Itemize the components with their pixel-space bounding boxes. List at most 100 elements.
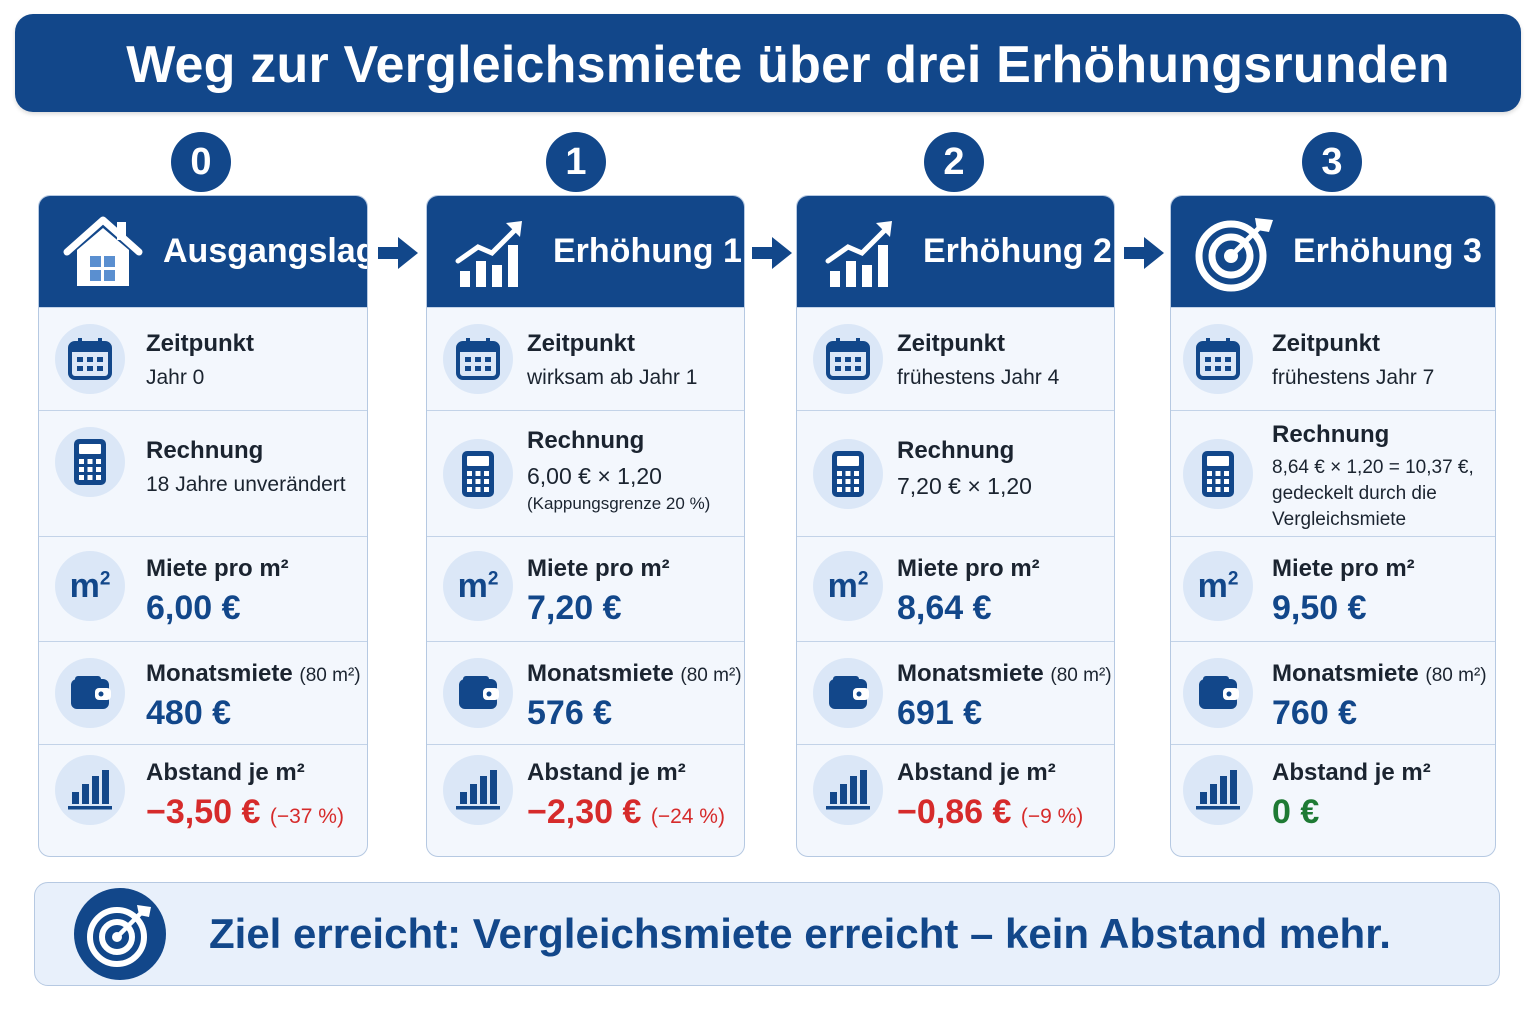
calendar-icon [443, 324, 513, 394]
row-zeitpunkt: Zeitpunkt Jahr 0 [39, 307, 367, 410]
row-label: Rechnung [527, 427, 645, 454]
calendar-icon [813, 324, 883, 394]
bar-chart-icon [813, 755, 883, 825]
row-abstand: Abstand je m² 0 € [1171, 744, 1495, 856]
stage-title: Erhöhung 3 [1293, 232, 1482, 270]
row-monatsmiete: Monatsmiete (80 m²) 691 € [797, 641, 1114, 744]
row-label: Zeitpunkt [527, 330, 635, 357]
row-label: Rechnung [897, 437, 1015, 464]
row-miete: m2 Miete pro m² 8,64 € [797, 536, 1114, 641]
monthly-rent-value: 576 € [527, 694, 613, 732]
card-header: Erhöhung 1 [427, 196, 744, 307]
distance-value: −0,86 € (−9 %) [897, 793, 1084, 831]
rent-per-m2-value: 9,50 € [1272, 589, 1367, 627]
row-rechnung: Rechnung 8,64 € × 1,20 = 10,37 €, gedeck… [1171, 410, 1495, 536]
stage-number-3: 3 [1302, 132, 1362, 192]
distance-value: −3,50 € (−37 %) [146, 793, 344, 831]
row-label: Miete pro m² [897, 555, 1040, 582]
row-miete: m2 Miete pro m² 7,20 € [427, 536, 744, 641]
card-header: Erhöhung 3 [1171, 196, 1495, 307]
row-miete: m2 Miete pro m² 6,00 € [39, 536, 367, 641]
row-label: Zeitpunkt [1272, 330, 1380, 357]
calendar-icon [55, 324, 125, 394]
stage-number-0: 0 [171, 132, 231, 192]
row-label: Miete pro m² [146, 555, 289, 582]
card-header: Ausgangslage [39, 196, 367, 307]
row-value: 8,64 € × 1,20 = 10,37 €, gedeckelt durch… [1272, 457, 1474, 530]
stage-card-erhoehung-3: Erhöhung 3 Zeitpunkt frühestens Jahr 7 R… [1170, 195, 1496, 857]
m2-icon: m2 [813, 551, 883, 621]
row-label: Miete pro m² [527, 555, 670, 582]
calculator-icon [813, 439, 883, 509]
wallet-icon [813, 658, 883, 728]
target-icon [1193, 212, 1277, 292]
distance-value: 0 € [1272, 793, 1320, 831]
stage-number-2: 2 [924, 132, 984, 192]
row-value: Jahr 0 [146, 366, 205, 389]
rent-per-m2-value: 6,00 € [146, 589, 241, 627]
calculator-icon [55, 427, 125, 497]
calculator-icon [1183, 439, 1253, 509]
row-label: Rechnung [146, 437, 264, 464]
row-abstand: Abstand je m² −3,50 € (−37 %) [39, 744, 367, 856]
rent-per-m2-value: 7,20 € [527, 589, 622, 627]
stage-card-erhoehung-1: Erhöhung 1 Zeitpunkt wirksam ab Jahr 1 R… [426, 195, 745, 857]
growth-chart-icon [819, 212, 903, 292]
distance-value: −2,30 € (−24 %) [527, 793, 725, 831]
stage-number-1: 1 [546, 132, 606, 192]
m2-icon: m2 [443, 551, 513, 621]
row-monatsmiete: Monatsmiete (80 m²) 760 € [1171, 641, 1495, 744]
row-value: 6,00 € × 1,20 [527, 463, 662, 489]
row-label: Monatsmiete (80 m²) [897, 660, 1112, 687]
bar-chart-icon [1183, 755, 1253, 825]
row-note: (Kappungsgrenze 20 %) [527, 494, 711, 513]
stage-title: Erhöhung 1 [553, 232, 742, 270]
rent-per-m2-value: 8,64 € [897, 589, 992, 627]
row-label: Abstand je m² [1272, 759, 1431, 786]
row-label: Zeitpunkt [146, 330, 254, 357]
row-rechnung: Rechnung 7,20 € × 1,20 [797, 410, 1114, 536]
m2-icon: m2 [1183, 551, 1253, 621]
goal-reached-banner: Ziel erreicht: Vergleichsmiete erreicht … [34, 882, 1500, 986]
row-monatsmiete: Monatsmiete (80 m²) 576 € [427, 641, 744, 744]
monthly-rent-value: 691 € [897, 694, 983, 732]
title-banner: Weg zur Vergleichsmiete über drei Erhöhu… [15, 14, 1521, 112]
row-value: frühestens Jahr 7 [1272, 366, 1435, 389]
goal-text: Ziel erreicht: Vergleichsmiete erreicht … [209, 910, 1391, 957]
card-header: Erhöhung 2 [797, 196, 1114, 307]
row-abstand: Abstand je m² −2,30 € (−24 %) [427, 744, 744, 856]
arrow-right-icon [752, 237, 792, 269]
row-zeitpunkt: Zeitpunkt wirksam ab Jahr 1 [427, 307, 744, 410]
row-zeitpunkt: Zeitpunkt frühestens Jahr 4 [797, 307, 1114, 410]
row-monatsmiete: Monatsmiete (80 m²) 480 € [39, 641, 367, 744]
bar-chart-icon [55, 755, 125, 825]
row-label: Monatsmiete (80 m²) [527, 660, 742, 687]
wallet-icon [55, 658, 125, 728]
row-label: Zeitpunkt [897, 330, 1005, 357]
row-rechnung: Rechnung 6,00 € × 1,20 (Kappungsgrenze 2… [427, 410, 744, 536]
calculator-icon [443, 439, 513, 509]
row-value: wirksam ab Jahr 1 [527, 366, 698, 389]
stage-title: Erhöhung 2 [923, 232, 1112, 270]
wallet-icon [443, 658, 513, 728]
row-label: Monatsmiete (80 m²) [146, 660, 361, 687]
row-value: frühestens Jahr 4 [897, 366, 1060, 389]
monthly-rent-value: 480 € [146, 694, 232, 732]
row-abstand: Abstand je m² −0,86 € (−9 %) [797, 744, 1114, 856]
row-label: Miete pro m² [1272, 555, 1415, 582]
page-title: Weg zur Vergleichsmiete über drei Erhöhu… [126, 36, 1450, 94]
stage-card-erhoehung-2: Erhöhung 2 Zeitpunkt frühestens Jahr 4 R… [796, 195, 1115, 857]
stage-title: Ausgangslage [163, 232, 367, 270]
row-rechnung: Rechnung 18 Jahre unverändert [39, 410, 367, 536]
arrow-right-icon [378, 237, 418, 269]
row-label: Abstand je m² [146, 759, 305, 786]
arrow-right-icon [1124, 237, 1164, 269]
calendar-icon [1183, 324, 1253, 394]
row-label: Monatsmiete (80 m²) [1272, 660, 1487, 687]
row-zeitpunkt: Zeitpunkt frühestens Jahr 7 [1171, 307, 1495, 410]
house-icon [61, 212, 145, 292]
row-label: Abstand je m² [897, 759, 1056, 786]
row-label: Abstand je m² [527, 759, 686, 786]
row-label: Rechnung [1272, 421, 1390, 448]
row-miete: m2 Miete pro m² 9,50 € [1171, 536, 1495, 641]
